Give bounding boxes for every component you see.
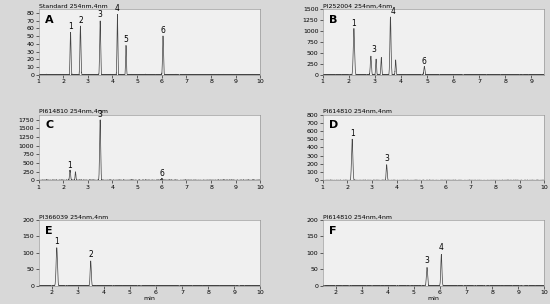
Text: 1: 1: [68, 22, 73, 31]
Text: PI614810 254nm,4nm: PI614810 254nm,4nm: [322, 215, 392, 219]
Text: C: C: [45, 120, 53, 130]
Text: 4: 4: [439, 243, 444, 252]
Text: 1: 1: [68, 161, 73, 170]
Text: 1: 1: [351, 19, 356, 28]
Text: PI614810 254nm,4nm: PI614810 254nm,4nm: [39, 109, 107, 114]
Text: 2: 2: [89, 250, 93, 259]
X-axis label: min: min: [427, 296, 439, 301]
Text: 3: 3: [425, 256, 430, 265]
Text: 1: 1: [54, 237, 59, 246]
Text: 1: 1: [350, 129, 355, 137]
Text: 4: 4: [390, 7, 395, 16]
Text: 3: 3: [98, 110, 103, 119]
Text: 3: 3: [384, 154, 389, 163]
Text: 5: 5: [124, 35, 129, 44]
Text: 4: 4: [115, 4, 120, 13]
Text: PI366039 254nm,4nm: PI366039 254nm,4nm: [39, 215, 108, 219]
Text: A: A: [45, 15, 54, 25]
Text: 6: 6: [161, 26, 166, 35]
Text: PI252004 254nm,4nm: PI252004 254nm,4nm: [322, 4, 392, 9]
Text: 6: 6: [160, 169, 164, 178]
Text: 6: 6: [422, 57, 427, 66]
Text: Standard 254nm,4nm: Standard 254nm,4nm: [39, 4, 107, 9]
Text: 2: 2: [78, 16, 83, 25]
Text: D: D: [329, 120, 338, 130]
Text: 3: 3: [98, 10, 103, 19]
Text: PI614810 254nm,4nm: PI614810 254nm,4nm: [322, 109, 392, 114]
X-axis label: min: min: [144, 296, 156, 301]
Text: B: B: [329, 15, 338, 25]
Text: F: F: [329, 226, 337, 236]
Text: E: E: [45, 226, 53, 236]
Text: 3: 3: [371, 45, 376, 54]
